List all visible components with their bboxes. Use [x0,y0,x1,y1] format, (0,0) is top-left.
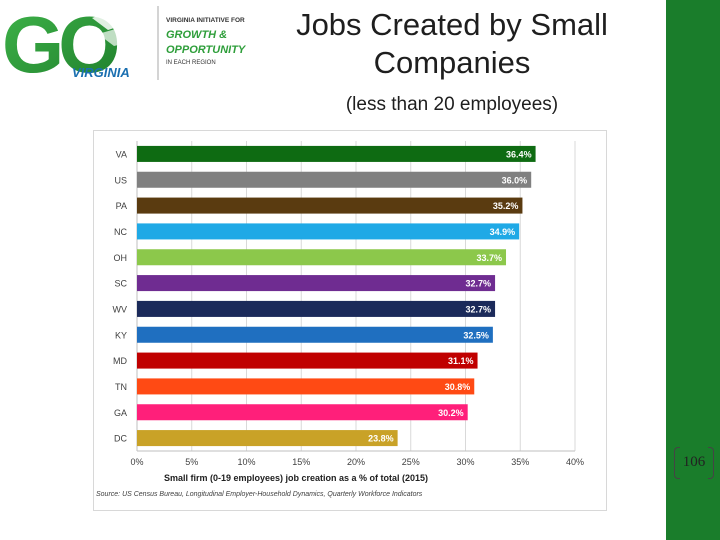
slide-title-line-2: Companies [373,45,531,80]
category-label-nc: NC [114,227,127,237]
bracket-left-icon [674,447,680,479]
bar-sc [137,275,496,292]
value-label-us: 36.0% [502,175,528,185]
bar-ga [137,404,468,421]
x-tick-label-8: 40% [566,457,584,467]
category-label-ga: GA [114,408,127,418]
bar-ky [137,326,493,343]
value-label-oh: 33.7% [476,253,502,263]
x-tick-label-7: 35% [511,457,529,467]
value-label-ga: 30.2% [438,408,464,418]
category-label-md: MD [113,356,127,366]
page-number: 106 [674,447,714,479]
value-label-tn: 30.8% [445,382,471,392]
bar-va [137,145,536,162]
bar-dc [137,430,398,447]
bar-md [137,352,478,369]
x-tick-label-2: 10% [237,457,255,467]
bar-tn [137,378,475,395]
slide-subtitle: (less than 20 employees) [345,94,559,115]
bar-wv [137,300,496,317]
value-label-ky: 32.5% [463,330,489,340]
logo-tagline-1: VIRGINIA INITIATIVE FOR [166,17,245,24]
chart-frame: VA 36.4% US 36.0% PA 35.2% NC 34.9% OH 33.7% SC 32.… [94,131,606,510]
page-number-text: 106 [682,454,706,470]
bar-oh [137,249,507,266]
value-label-nc: 34.9% [490,227,516,237]
x-tick-label-1: 5% [185,457,198,467]
value-label-pa: 35.2% [493,201,519,211]
x-axis-label: Small firm (0-19 employees) job creation… [164,473,428,483]
bracket-right-icon [708,447,714,479]
slide-title: Jobs Created by Small Companies [292,6,612,82]
source-note: Source: US Census Bureau, Longitudinal E… [96,491,423,498]
category-label-pa: PA [116,201,127,211]
x-tick-label-6: 30% [456,457,474,467]
logo-tagline-4: IN EACH REGION [166,60,216,66]
bar-chart: VA 36.4% US 36.0% PA 35.2% NC 34.9% OH 33.7% SC 32.… [96,141,584,498]
x-tick-label-0: 0% [130,457,143,467]
value-label-dc: 23.8% [368,434,394,444]
logo-tagline-2: GROWTH & [166,29,227,41]
category-label-oh: OH [114,253,128,263]
x-tick-label-5: 25% [402,457,420,467]
logo-tagline-3: OPPORTUNITY [166,44,247,56]
value-label-va: 36.4% [506,149,532,159]
bar-pa [137,197,523,214]
slide-title-line-1: Jobs Created by Small [296,7,608,42]
logo-state-text: VIRGINIA [72,65,130,80]
x-tick-label-3: 15% [292,457,310,467]
go-virginia-logo: GO VIRGINIA VIRGINIA INITIATIVE FOR GROW… [2,0,247,88]
value-label-wv: 32.7% [466,304,492,314]
category-label-va: VA [116,149,127,159]
category-label-dc: DC [114,434,127,444]
logo-arrow-icon [92,8,140,46]
x-tick-label-4: 20% [347,457,365,467]
value-label-md: 31.1% [448,356,474,366]
category-label-tn: TN [115,382,127,392]
bar-us [137,171,532,188]
bar-nc [137,223,520,240]
right-bar-separator [664,0,666,540]
category-label-us: US [114,175,127,185]
category-label-ky: KY [115,330,127,340]
value-label-sc: 32.7% [466,279,492,289]
category-label-sc: SC [114,279,127,289]
category-label-wv: WV [113,304,128,314]
